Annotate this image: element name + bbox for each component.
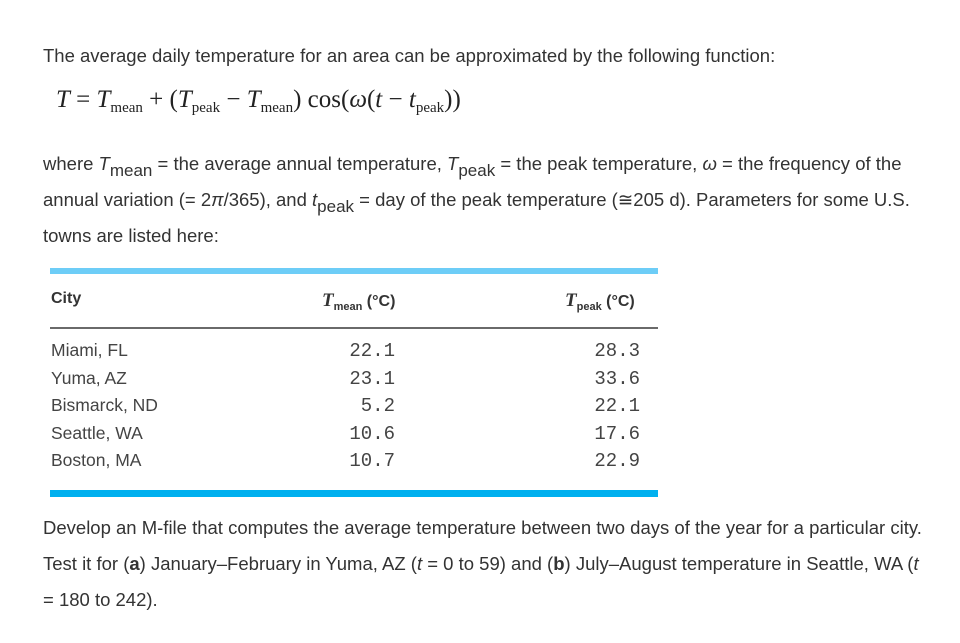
cell-tmean: 23.1 — [349, 367, 395, 390]
task-label-b: b — [553, 553, 565, 574]
cell-tmean: 22.1 — [349, 340, 395, 362]
defs-part: /365), and — [223, 189, 313, 210]
header-tmean-unit: (°C) — [362, 293, 396, 310]
eq-plus: + ( — [142, 86, 178, 113]
temperature-equation: T = Tmean + (Tpeak − Tmean) cos(ω(t − tp… — [56, 86, 461, 117]
task-part: Develop an M-file that computes the aver… — [43, 517, 922, 574]
table-row: Miami, FL 22.1 28.3 — [50, 340, 658, 368]
table-top-rule — [50, 268, 658, 274]
cell-tpeak: 22.1 — [594, 395, 640, 418]
defs-peak-sub: peak — [458, 161, 496, 180]
header-tpeak-T: T — [565, 290, 577, 311]
intro-text: The average daily temperature for an are… — [43, 45, 776, 66]
task-text: Develop an M-file that computes the aver… — [43, 510, 923, 618]
header-tmean: Tmean (°C) — [322, 290, 395, 313]
cell-tmean: 10.6 — [349, 422, 395, 445]
eq-t: t — [375, 86, 383, 113]
task-t: t — [913, 553, 919, 574]
cell-city: Bismarck, ND — [51, 395, 158, 416]
defs-part: = day of the peak temperature (≅205 d). … — [43, 189, 910, 246]
defs-part: = the peak temperature, — [495, 153, 703, 174]
header-tpeak-unit: (°C) — [601, 293, 635, 310]
defs-omega: ω — [702, 153, 717, 174]
defs-Tpeak: T — [447, 153, 459, 174]
defs-Tmean: T — [98, 153, 110, 174]
eq-equals: = — [69, 86, 97, 113]
header-tmean-sub: mean — [333, 301, 363, 313]
eq-T: T — [56, 86, 70, 113]
eq-cos: ) cos( — [293, 86, 350, 113]
eq-Tpeak: T — [177, 86, 192, 113]
eq-minus: − — [220, 86, 247, 113]
defs-pi: π — [211, 189, 224, 210]
defs-part: where — [43, 153, 99, 174]
eq-Tmean-2: T — [246, 86, 261, 113]
definitions-text: where Tmean = the average annual tempera… — [43, 146, 943, 254]
cell-tpeak: 22.9 — [594, 450, 640, 473]
cell-city: Miami, FL — [51, 340, 128, 360]
header-city: City — [51, 290, 82, 307]
cell-tmean: 5.2 — [360, 395, 395, 418]
defs-mean-sub: mean — [109, 161, 153, 180]
task-label-a: a — [129, 553, 140, 574]
task-part: = 180 to 242). — [43, 589, 158, 610]
cell-city: Seattle, WA — [51, 422, 143, 443]
task-part: ) January–February in Yuma, AZ ( — [139, 553, 417, 574]
cell-city: Yuma, AZ — [51, 367, 127, 388]
table-body: Miami, FL 22.1 28.3 Yuma, AZ 23.1 33.6 B… — [50, 340, 658, 478]
eq-minus-2: − — [382, 86, 409, 113]
cell-city: Boston, MA — [51, 450, 142, 471]
defs-tpeak-sub: peak — [317, 197, 355, 216]
cell-tpeak: 17.6 — [594, 422, 640, 445]
table-row: Boston, MA 10.7 22.9 — [50, 450, 658, 478]
eq-paren: ( — [366, 86, 376, 113]
table-bottom-rule — [50, 490, 658, 497]
eq-mean-sub-2: mean — [260, 100, 294, 116]
eq-Tmean: T — [96, 86, 111, 113]
eq-peak-sub: peak — [191, 100, 221, 116]
eq-peak-sub-2: peak — [415, 100, 445, 116]
eq-mean-sub: mean — [110, 100, 143, 116]
cell-tpeak: 28.3 — [594, 340, 640, 362]
header-tmean-T: T — [322, 290, 334, 311]
task-t: t — [416, 553, 423, 574]
table-header-rule — [50, 327, 658, 329]
header-tpeak: Tpeak (°C) — [565, 290, 635, 313]
eq-tpeak: t — [408, 86, 416, 113]
eq-close: )) — [444, 86, 461, 113]
defs-part: = the frequency of the annual variation … — [43, 153, 902, 210]
eq-omega: ω — [349, 86, 367, 113]
cell-tpeak: 33.6 — [594, 367, 640, 390]
header-tpeak-sub: peak — [576, 301, 602, 313]
cell-tmean: 10.7 — [349, 450, 395, 473]
table-row: Bismarck, ND 5.2 22.1 — [50, 395, 658, 423]
task-part: ) July–August temperature in Seattle, WA… — [564, 553, 914, 574]
task-part: = 0 to 59) and ( — [422, 553, 554, 574]
table-row: Seattle, WA 10.6 17.6 — [50, 423, 658, 451]
defs-tpeak: t — [312, 189, 318, 210]
table-row: Yuma, AZ 23.1 33.6 — [50, 368, 658, 396]
defs-part: = the average annual temperature, — [152, 153, 448, 174]
